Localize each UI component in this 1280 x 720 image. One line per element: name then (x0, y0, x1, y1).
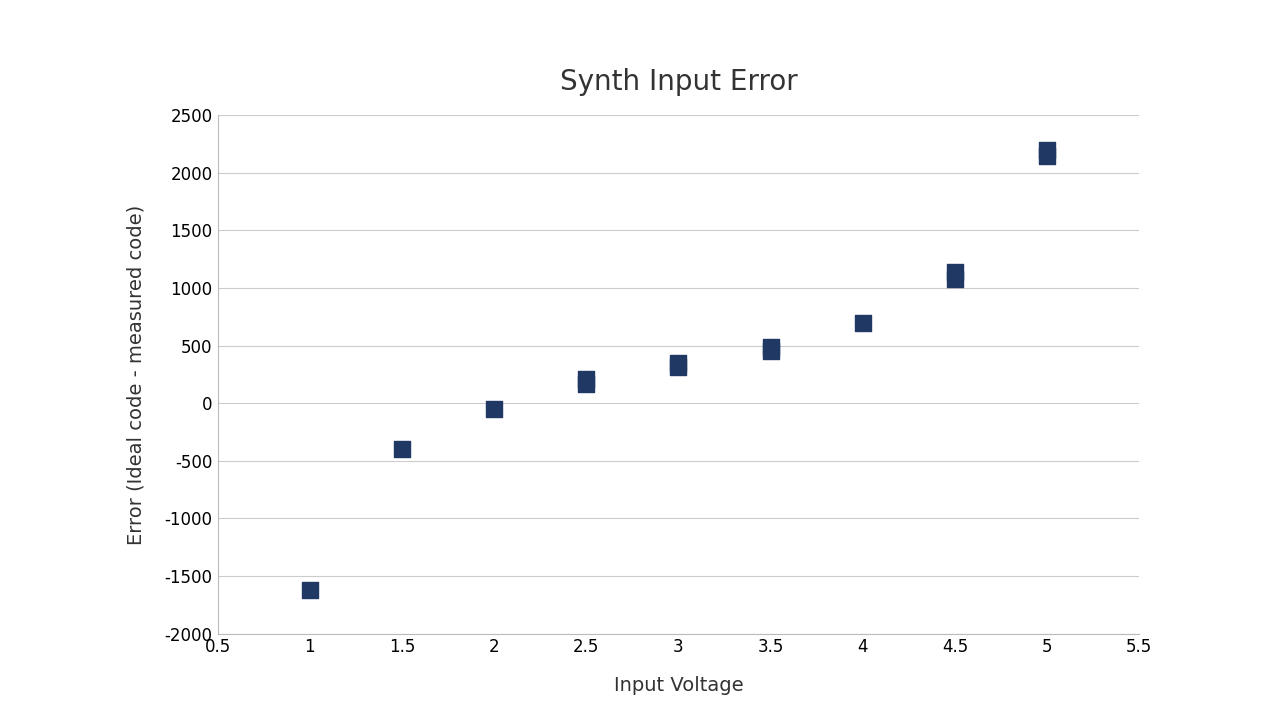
Point (668, 361, 689, 373)
X-axis label: Input Voltage: Input Voltage (613, 676, 744, 695)
Point (760, 341, 781, 353)
Point (576, 373, 596, 384)
Point (300, 584, 320, 595)
Point (945, 273, 965, 284)
Y-axis label: Error (Ideal code - measured code): Error (Ideal code - measured code) (127, 204, 146, 544)
Point (668, 357, 689, 369)
Point (1037, 144, 1057, 156)
Point (392, 444, 412, 455)
Point (576, 378, 596, 390)
Point (484, 403, 504, 415)
Point (760, 346, 781, 357)
Point (945, 266, 965, 278)
Title: Synth Input Error: Synth Input Error (559, 68, 797, 96)
Point (1037, 150, 1057, 161)
Point (852, 317, 873, 328)
